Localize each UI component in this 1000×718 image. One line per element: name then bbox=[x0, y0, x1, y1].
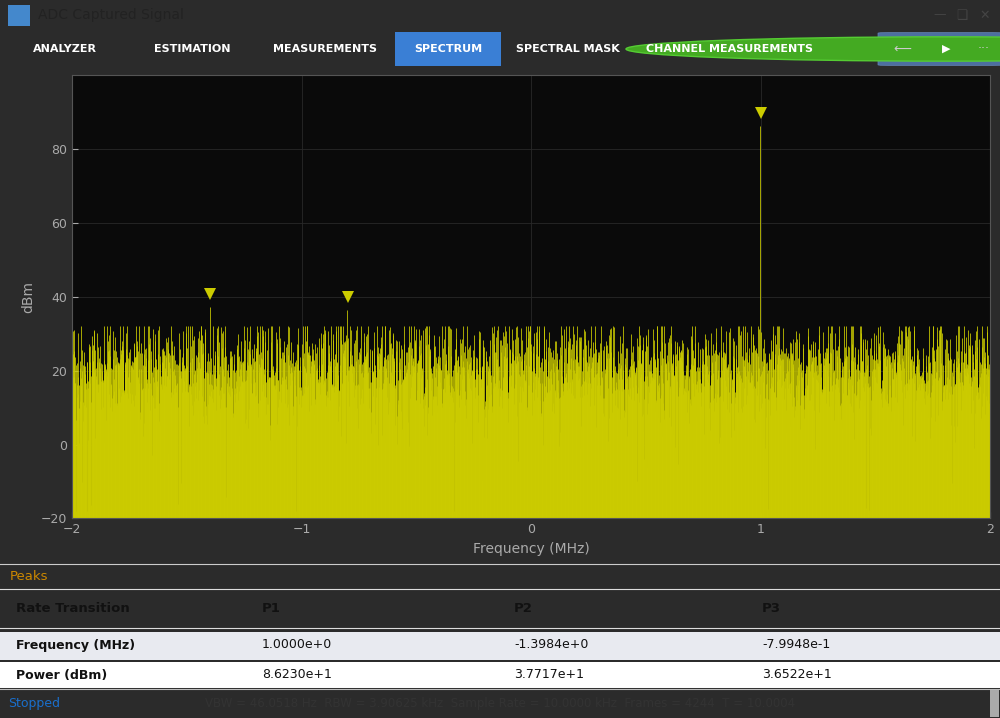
FancyBboxPatch shape bbox=[878, 32, 1000, 65]
Text: SPECTRUM: SPECTRUM bbox=[414, 44, 482, 54]
Text: -1.3984e+0: -1.3984e+0 bbox=[514, 638, 588, 651]
Text: ▶: ▶ bbox=[942, 44, 950, 54]
Text: MEASUREMENTS: MEASUREMENTS bbox=[273, 44, 377, 54]
Text: ···: ··· bbox=[978, 42, 990, 55]
Bar bbox=[990, 689, 999, 717]
Text: P2: P2 bbox=[514, 602, 533, 615]
Text: ❑: ❑ bbox=[956, 9, 968, 22]
Text: ESTIMATION: ESTIMATION bbox=[154, 44, 230, 54]
Y-axis label: dBm: dBm bbox=[21, 281, 35, 313]
FancyBboxPatch shape bbox=[395, 32, 501, 66]
Text: 3.6522e+1: 3.6522e+1 bbox=[762, 668, 832, 681]
Text: 1.0000e+0: 1.0000e+0 bbox=[262, 638, 332, 651]
Text: —: — bbox=[934, 9, 946, 22]
Bar bbox=[0, 632, 1000, 660]
Text: Stopped: Stopped bbox=[8, 697, 60, 710]
Text: Frequency (MHz): Frequency (MHz) bbox=[16, 638, 135, 651]
Text: Power (dBm): Power (dBm) bbox=[16, 668, 107, 681]
Text: 3.7717e+1: 3.7717e+1 bbox=[514, 668, 584, 681]
Bar bbox=[8, 4, 30, 26]
Text: CHANNEL MEASUREMENTS: CHANNEL MEASUREMENTS bbox=[646, 44, 814, 54]
Text: Peaks: Peaks bbox=[10, 570, 48, 583]
Text: ⟵: ⟵ bbox=[893, 42, 911, 55]
Text: -7.9948e-1: -7.9948e-1 bbox=[762, 638, 830, 651]
Bar bbox=[0, 662, 1000, 690]
Text: ANALYZER: ANALYZER bbox=[33, 44, 97, 54]
Text: VBW = 46.0518 Hz  RBW = 3.90625 kHz  Sample Rate = 10.0000 kHz  Frames = 4244  T: VBW = 46.0518 Hz RBW = 3.90625 kHz Sampl… bbox=[205, 697, 795, 710]
Text: ADC Captured Signal: ADC Captured Signal bbox=[38, 8, 184, 22]
Text: ✕: ✕ bbox=[980, 9, 990, 22]
Text: 8.6230e+1: 8.6230e+1 bbox=[262, 668, 332, 681]
Text: SPECTRAL MASK: SPECTRAL MASK bbox=[516, 44, 620, 54]
X-axis label: Frequency (MHz): Frequency (MHz) bbox=[473, 542, 589, 556]
Text: P1: P1 bbox=[262, 602, 281, 615]
Circle shape bbox=[626, 37, 1000, 61]
Text: Rate Transition: Rate Transition bbox=[16, 602, 130, 615]
Text: P3: P3 bbox=[762, 602, 781, 615]
